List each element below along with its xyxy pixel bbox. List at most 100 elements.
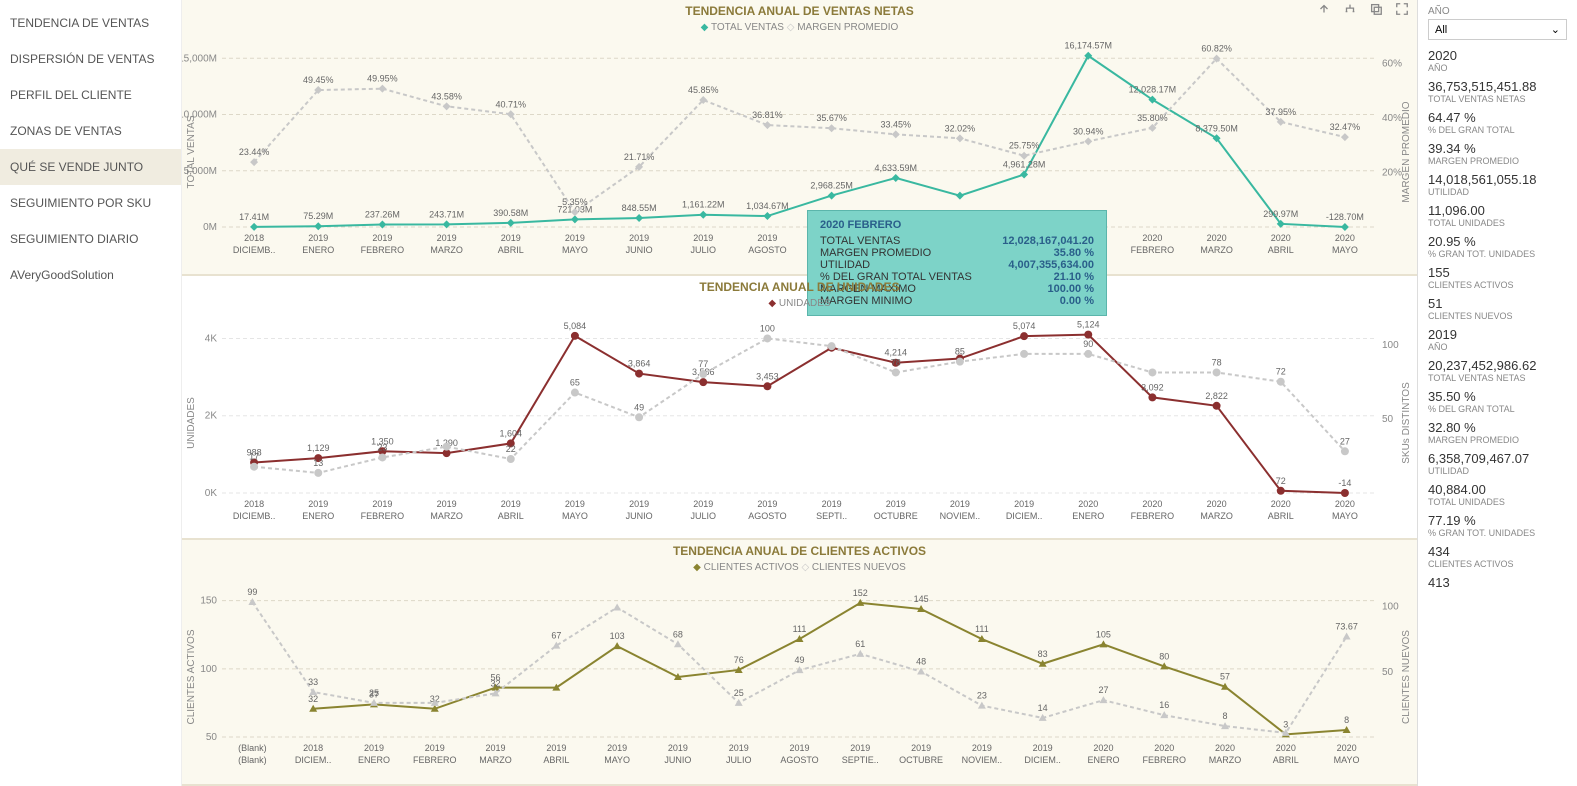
svg-text:67: 67 (551, 631, 561, 641)
svg-text:FEBRERO: FEBRERO (1131, 245, 1175, 255)
svg-text:1,034.67M: 1,034.67M (746, 201, 789, 211)
svg-text:25: 25 (369, 688, 379, 698)
svg-text:150: 150 (200, 596, 217, 607)
svg-text:FEBRERO: FEBRERO (413, 755, 457, 765)
svg-text:2020: 2020 (1142, 233, 1162, 243)
svg-text:37.95%: 37.95% (1265, 107, 1296, 117)
focus-icon[interactable] (1395, 2, 1409, 21)
svg-text:2019: 2019 (822, 499, 842, 509)
svg-text:2020: 2020 (1154, 743, 1174, 753)
chart2-svg[interactable]: 0K2K4K50100UNIDADESSKUs DISTINTOS9881,12… (182, 313, 1417, 533)
filter-select[interactable]: All ⌄ (1428, 19, 1567, 40)
svg-text:CLIENTES NUEVOS: CLIENTES NUEVOS (1401, 630, 1412, 724)
svg-text:78: 78 (891, 357, 901, 367)
svg-text:111: 111 (975, 624, 989, 634)
svg-text:2019: 2019 (886, 499, 906, 509)
svg-text:FEBRERO: FEBRERO (1142, 755, 1186, 765)
kpi-value: 20,237,452,986.62 (1428, 358, 1567, 373)
svg-text:SKUs DISTINTOS: SKUs DISTINTOS (1401, 382, 1412, 464)
svg-text:DICIEMB..: DICIEMB.. (233, 511, 276, 521)
svg-text:2019: 2019 (501, 499, 521, 509)
kpi-value: 39.34 % (1428, 141, 1567, 156)
svg-text:14: 14 (1038, 703, 1048, 713)
svg-text:2018: 2018 (244, 499, 264, 509)
sidebar-item[interactable]: AVeryGoodSolution (0, 257, 181, 293)
kpi-label: AÑO (1428, 63, 1567, 73)
svg-text:3,092: 3,092 (1141, 382, 1164, 392)
kpi-value: 64.47 % (1428, 110, 1567, 125)
svg-text:OCTUBRE: OCTUBRE (899, 755, 943, 765)
svg-text:76: 76 (734, 655, 744, 665)
svg-text:OCTUBRE: OCTUBRE (874, 511, 918, 521)
svg-text:2019: 2019 (1033, 743, 1053, 753)
svg-text:32: 32 (308, 694, 318, 704)
svg-text:2020: 2020 (1271, 499, 1291, 509)
svg-text:2019: 2019 (972, 743, 992, 753)
svg-text:FEBRERO: FEBRERO (361, 245, 405, 255)
svg-text:25.75%: 25.75% (1009, 141, 1040, 151)
kpi-value: 77.19 % (1428, 513, 1567, 528)
svg-text:JULIO: JULIO (726, 755, 752, 765)
svg-text:2019: 2019 (486, 743, 506, 753)
svg-text:2019: 2019 (565, 233, 585, 243)
svg-text:72: 72 (1276, 476, 1286, 486)
svg-text:FEBRERO: FEBRERO (1131, 511, 1175, 521)
hierarchy-icon[interactable] (1343, 2, 1357, 21)
svg-text:5.35%: 5.35% (562, 197, 588, 207)
svg-text:1,129: 1,129 (307, 443, 330, 453)
chart1-legend: ◆ TOTAL VENTAS ◇ MARGEN PROMEDIO (182, 22, 1417, 37)
sidebar-item[interactable]: TENDENCIA DE VENTAS (0, 5, 181, 41)
sidebar-item[interactable]: PERFIL DEL CLIENTE (0, 77, 181, 113)
svg-text:MAYO: MAYO (562, 245, 588, 255)
copy-icon[interactable] (1369, 2, 1383, 21)
right-panel: AÑO All ⌄ 2020AÑO36,753,515,451.88TOTAL … (1417, 0, 1577, 786)
svg-text:0K: 0K (205, 488, 218, 499)
svg-text:2019: 2019 (693, 233, 713, 243)
chart3-svg[interactable]: 5010015050100CLIENTES ACTIVOSCLIENTES NU… (182, 577, 1417, 777)
svg-text:SEPTIE..: SEPTIE.. (842, 755, 879, 765)
svg-text:2019: 2019 (364, 743, 384, 753)
sidebar-item[interactable]: QUÉ SE VENDE JUNTO (0, 149, 181, 185)
svg-text:4,633.59M: 4,633.59M (874, 163, 917, 173)
svg-text:23: 23 (977, 691, 987, 701)
svg-text:99: 99 (247, 587, 257, 597)
svg-text:1,161.22M: 1,161.22M (682, 200, 725, 210)
drill-up-icon[interactable] (1317, 2, 1331, 21)
chart3-panel: TENDENCIA ANUAL DE CLIENTES ACTIVOS ◆ CL… (182, 540, 1417, 786)
svg-text:49: 49 (634, 402, 644, 412)
kpi-value: 36,753,515,451.88 (1428, 79, 1567, 94)
svg-text:2019: 2019 (425, 743, 445, 753)
svg-text:100: 100 (200, 664, 217, 675)
chart1-svg[interactable]: 0M5,000M10,000M15,000M20%40%60%TOTAL VEN… (182, 37, 1417, 267)
svg-text:23.44%: 23.44% (239, 147, 270, 157)
svg-text:21.71%: 21.71% (624, 152, 655, 162)
svg-text:JULIO: JULIO (690, 245, 716, 255)
kpi-label: CLIENTES NUEVOS (1428, 311, 1567, 321)
chart-toolbar (1317, 2, 1409, 21)
svg-text:ENERO: ENERO (1087, 755, 1119, 765)
svg-text:299.97M: 299.97M (1263, 209, 1298, 219)
svg-text:ENERO: ENERO (1072, 511, 1104, 521)
svg-text:MARZO: MARZO (1209, 755, 1242, 765)
svg-text:JUNIO: JUNIO (664, 755, 691, 765)
svg-text:100: 100 (1382, 602, 1399, 613)
svg-text:16,174.57M: 16,174.57M (1064, 41, 1112, 51)
svg-text:49.45%: 49.45% (303, 75, 334, 85)
svg-text:72: 72 (1276, 367, 1286, 377)
svg-text:-128.70M: -128.70M (1326, 212, 1364, 222)
kpi-list: 2020AÑO36,753,515,451.88TOTAL VENTAS NET… (1428, 48, 1567, 590)
sidebar-item[interactable]: ZONAS DE VENTAS (0, 113, 181, 149)
svg-text:5,074: 5,074 (1013, 321, 1036, 331)
svg-text:20%: 20% (1382, 167, 1402, 178)
svg-text:2019: 2019 (308, 499, 328, 509)
svg-text:ABRIL: ABRIL (498, 511, 524, 521)
svg-text:33.45%: 33.45% (880, 119, 911, 129)
sidebar-item[interactable]: SEGUIMIENTO DIARIO (0, 221, 181, 257)
svg-text:2019: 2019 (437, 499, 457, 509)
kpi-label: UTILIDAD (1428, 187, 1567, 197)
svg-text:MARZO: MARZO (1200, 511, 1233, 521)
sidebar-item[interactable]: SEGUIMIENTO POR SKU (0, 185, 181, 221)
kpi-value: 6,358,709,467.07 (1428, 451, 1567, 466)
sidebar-item[interactable]: DISPERSIÓN DE VENTAS (0, 41, 181, 77)
svg-text:DICIEM..: DICIEM.. (1006, 511, 1043, 521)
